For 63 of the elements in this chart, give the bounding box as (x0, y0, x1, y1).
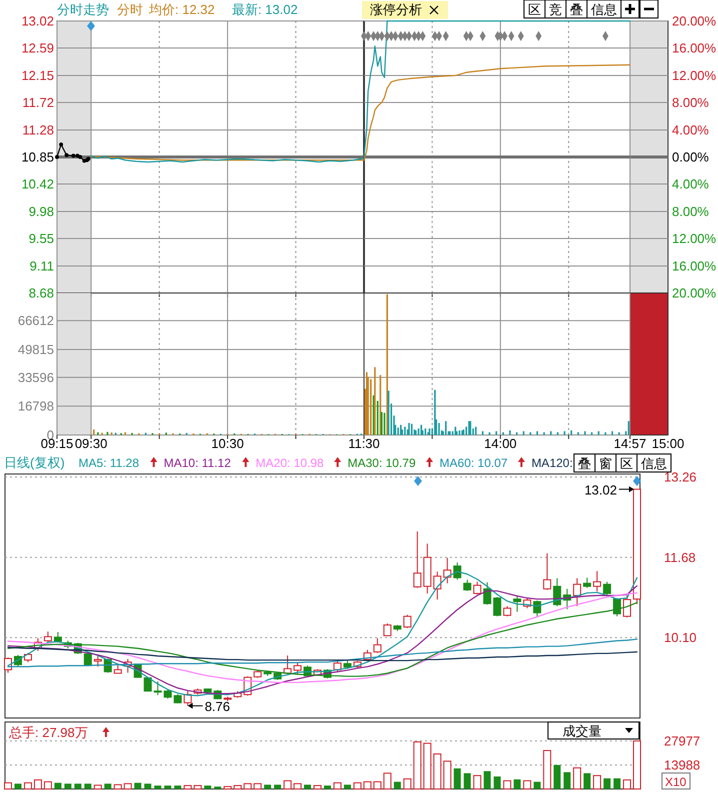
x-tick-label: 14:57 (614, 436, 646, 451)
text: 20.00% (672, 14, 716, 28)
y-tick-label: 10.42 (21, 176, 54, 192)
y-tick-label: 16798 (18, 398, 54, 414)
text: 8.00% (672, 95, 709, 110)
text: 4.00% (672, 176, 709, 192)
text: MA30: 10.79 (348, 456, 416, 470)
text: MA120: (531, 456, 573, 470)
text: 信息 (591, 2, 617, 17)
y-tick-label: 10.85 (21, 150, 54, 164)
annotation: 13.02 (584, 482, 618, 498)
text: 4.00% (672, 122, 709, 138)
y-tick-label: 9.11 (30, 258, 54, 274)
text: MA5: 11.28 (78, 456, 140, 470)
y-tick-label: 13.26 (664, 470, 697, 485)
text: 均价: 12.32 (148, 2, 215, 17)
x-tick-label: 09:30 (74, 436, 108, 451)
text: 8.00% (672, 204, 709, 219)
text: X10 (665, 775, 687, 789)
text: 区 (620, 456, 633, 471)
chart-title: 日线(复权) (4, 455, 65, 470)
y-tick-label: 33596 (18, 370, 54, 385)
text: 16.00% (672, 40, 716, 56)
text: 区 (528, 2, 541, 17)
y-tick-label: 11.72 (22, 94, 54, 110)
text: 叠 (578, 456, 591, 471)
x-tick-label: 14:00 (484, 436, 517, 451)
y-tick-label: 10.10 (664, 630, 697, 646)
text: 12.00% (672, 68, 716, 83)
y-tick-label: 12.15 (21, 68, 54, 84)
x-tick-label: 11:30 (348, 436, 380, 451)
y-tick-label: 27977 (664, 733, 700, 748)
text: MA60: 10.07 (440, 456, 508, 470)
y-tick-label: 66612 (18, 313, 54, 328)
chart-title: 总手: 27.98万 (8, 725, 88, 740)
y-tick-label: 9.55 (28, 230, 54, 246)
y-tick-label: 11.68 (664, 550, 696, 565)
text: 12.00% (672, 231, 716, 246)
x-tick-label: 10:30 (211, 436, 244, 451)
text: 叠 (570, 2, 583, 17)
text: 分时 (117, 2, 143, 17)
y-tick-label: 49815 (18, 342, 54, 357)
text: MA10: 11.12 (164, 456, 232, 470)
text: 竞 (549, 2, 562, 17)
annotation: 8.76 (204, 698, 230, 714)
y-tick-label: 13.02 (21, 14, 54, 28)
text: 信息 (641, 456, 667, 471)
text: MA20: 10.98 (256, 456, 324, 470)
text: 20.00% (672, 286, 716, 300)
text: 涨停分析 (370, 2, 422, 17)
text: 窗 (599, 456, 612, 471)
y-tick-label: 9.98 (28, 204, 54, 220)
y-tick-label: 13988 (664, 757, 700, 772)
dropdown-menu: 成交量 (548, 722, 640, 740)
text: 0.00% (672, 150, 709, 164)
text: 15:00 (652, 436, 684, 451)
text: 16.00% (672, 258, 716, 274)
annotation: 成交量 (562, 724, 602, 738)
chart-title: 分时走势 (57, 2, 109, 17)
y-tick-label: 8.68 (28, 286, 54, 300)
text: 最新: 13.02 (232, 2, 298, 17)
y-tick-label: 12.59 (21, 40, 54, 56)
y-tick-label: 11.28 (22, 122, 54, 138)
